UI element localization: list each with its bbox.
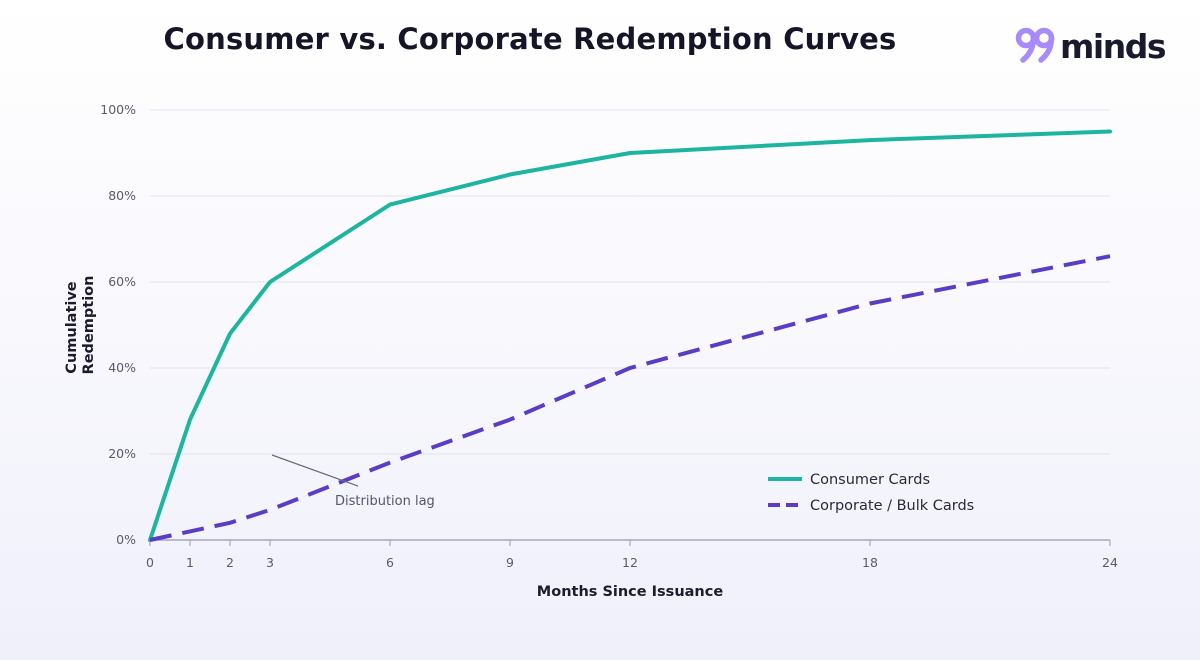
series-lines (148, 129, 1112, 542)
y-axis-label-line-1: Cumulative (64, 281, 80, 374)
brand-name: minds (1060, 26, 1166, 66)
x-tick-label: 0 (146, 555, 154, 570)
legend-label: Corporate / Bulk Cards (810, 498, 974, 514)
chart-title: Consumer vs. Corporate Redemption Curves (163, 22, 897, 56)
y-ticks: 0% 20% 40% 60% 80% 100% (100, 102, 136, 547)
y-tick-label: 60% (108, 274, 136, 289)
grid-lines (150, 109, 1110, 455)
series-line-consumer-cards (148, 129, 1112, 542)
annotation-label: Distribution lag (335, 494, 435, 509)
legend-label: Consumer Cards (810, 472, 930, 488)
ninety-nine-logo-mark-icon (1015, 27, 1055, 63)
series-line-corporate-bulk-cards (149, 254, 1111, 542)
x-tick-label: 3 (266, 555, 274, 570)
brand-logo: minds (1014, 26, 1174, 66)
x-tick-label: 6 (386, 555, 394, 570)
y-tick-label: 20% (108, 446, 136, 461)
y-axis-label-line-2: Redemption (81, 276, 97, 375)
x-tick-label: 18 (862, 555, 878, 570)
y-tick-label: 0% (116, 532, 136, 547)
x-tick-label: 9 (506, 555, 514, 570)
y-tick-label: 100% (100, 102, 136, 117)
y-tick-label: 40% (108, 360, 136, 375)
x-tick-label: 24 (1102, 555, 1118, 570)
annotations: Distribution lag (271, 454, 435, 509)
legend: Consumer Cards Corporate / Bulk Cards (768, 472, 974, 514)
y-axis-label: Cumulative Redemption (64, 276, 97, 375)
y-tick-label: 80% (108, 188, 136, 203)
x-tick-label: 2 (226, 555, 234, 570)
x-axis-label: Months Since Issuance (537, 584, 724, 600)
x-tick-label: 1 (186, 555, 194, 570)
x-ticks: 0 1 2 3 6 9 12 18 24 (146, 540, 1118, 570)
annotation-leader-line (271, 454, 359, 487)
x-tick-label: 12 (622, 555, 638, 570)
